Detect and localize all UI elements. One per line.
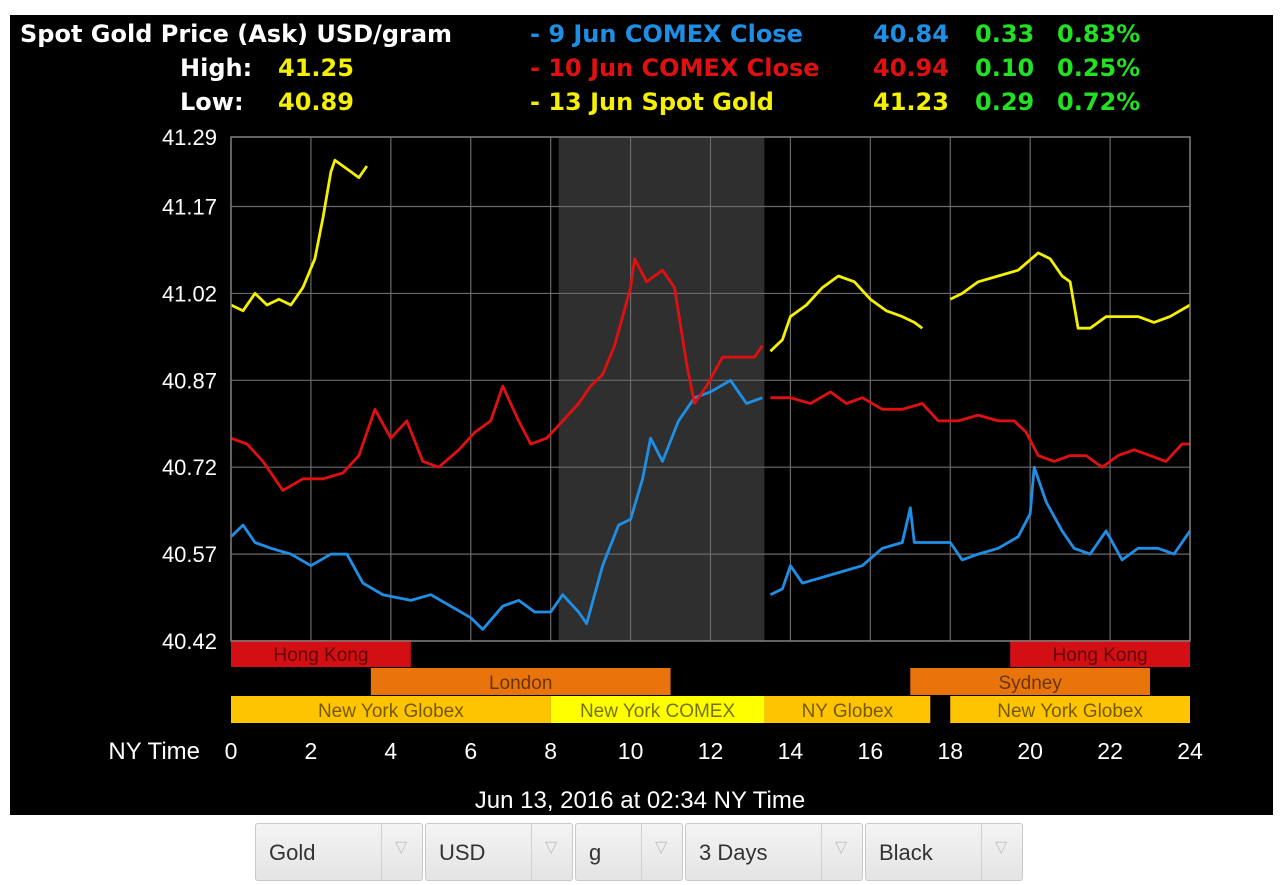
x-tick-label: 10 xyxy=(618,738,644,764)
low-label: Low: xyxy=(180,88,244,116)
chevron-down-icon: ▽ xyxy=(655,839,668,856)
x-tick-label: 24 xyxy=(1177,738,1203,764)
legend-comex-9jun-value: 40.84 xyxy=(873,20,949,48)
y-tick-label: 40.57 xyxy=(162,542,217,567)
chevron-down-icon: ▽ xyxy=(395,839,408,856)
legend-spot-13jun-change: 0.29 xyxy=(975,88,1035,116)
session-label: Hong Kong xyxy=(1053,645,1148,666)
session-bar xyxy=(764,696,931,723)
theme-select[interactable]: Black ▽ xyxy=(865,823,1023,881)
dropdown-toggle[interactable]: ▽ xyxy=(821,824,862,880)
x-tick-label: 8 xyxy=(544,738,557,764)
x-tick-label: 14 xyxy=(778,738,804,764)
legend-comex-10jun-value: 40.94 xyxy=(873,54,949,82)
chart-panel: Spot Gold Price (Ask) USD/gram High: 41.… xyxy=(10,15,1273,815)
x-tick-label: 12 xyxy=(698,738,724,764)
x-tick-label: 4 xyxy=(384,738,397,764)
session-bar xyxy=(950,696,1190,723)
metal-select[interactable]: Gold ▽ xyxy=(255,823,423,881)
comex-session-shade xyxy=(558,137,765,641)
session-bar xyxy=(231,640,411,667)
session-label: Hong Kong xyxy=(273,645,368,666)
dropdown-toggle[interactable]: ▽ xyxy=(641,824,682,880)
x-tick-label: 0 xyxy=(225,738,238,764)
high-value: 41.25 xyxy=(278,54,354,82)
series-line xyxy=(769,465,1192,596)
x-tick-label: 18 xyxy=(937,738,963,764)
theme-select-value: Black xyxy=(879,840,933,865)
session-bar xyxy=(550,696,765,723)
dropdown-toggle[interactable]: ▽ xyxy=(981,824,1022,880)
x-tick-label: 20 xyxy=(1017,738,1043,764)
legend-spot-13jun-pct: 0.72% xyxy=(1057,88,1141,116)
session-label: New York Globex xyxy=(318,701,464,722)
session-label: New York Globex xyxy=(997,701,1143,722)
legend-comex-9jun-label: - 9 Jun COMEX Close xyxy=(530,20,803,48)
session-bar xyxy=(910,668,1151,695)
series-line xyxy=(230,378,763,631)
series-line xyxy=(949,251,1191,330)
session-label: NY Globex xyxy=(802,701,894,722)
gold-price-chart: Hong Kong Hong Kong London Sydney New York G… xyxy=(108,125,1203,814)
session-label: Sydney xyxy=(998,673,1062,694)
low-value: 40.89 xyxy=(278,88,354,116)
session-label: New York COMEX xyxy=(580,701,736,722)
series-line xyxy=(230,158,369,313)
currency-select-value: USD xyxy=(439,840,486,865)
y-tick-label: 40.87 xyxy=(162,368,217,393)
legend-comex-9jun-change: 0.33 xyxy=(975,20,1035,48)
unit-select-value: g xyxy=(589,840,602,865)
y-tick-label: 40.42 xyxy=(162,629,217,654)
series-line xyxy=(770,390,1190,469)
chevron-down-icon: ▽ xyxy=(995,839,1008,856)
dropdown-toggle[interactable]: ▽ xyxy=(381,824,422,880)
series-line xyxy=(230,257,764,492)
x-axis-title: NY Time xyxy=(108,738,200,765)
session-label: London xyxy=(489,673,552,694)
y-tick-label: 41.02 xyxy=(162,281,217,306)
y-tick-label: 41.17 xyxy=(162,195,217,220)
metal-select-value: Gold xyxy=(269,840,316,865)
session-bar xyxy=(370,668,671,695)
x-tick-label: 22 xyxy=(1097,738,1123,764)
period-select-value: 3 Days xyxy=(699,840,768,865)
series-line xyxy=(769,274,924,353)
x-tick-label: 16 xyxy=(858,738,884,764)
dropdown-toggle[interactable]: ▽ xyxy=(531,824,572,880)
legend-spot-13jun-value: 41.23 xyxy=(873,88,949,116)
x-tick-label: 2 xyxy=(305,738,318,764)
chevron-down-icon: ▽ xyxy=(835,839,848,856)
y-tick-label: 40.72 xyxy=(162,455,217,480)
currency-select[interactable]: USD ▽ xyxy=(425,823,573,881)
session-bar xyxy=(231,696,551,723)
x-tick-label: 6 xyxy=(464,738,477,764)
legend-comex-9jun-pct: 0.83% xyxy=(1057,20,1141,48)
plot-frame xyxy=(230,136,1191,642)
chevron-down-icon: ▽ xyxy=(545,839,558,856)
timestamp: Jun 13, 2016 at 02:34 NY Time xyxy=(475,787,805,814)
session-bar xyxy=(1010,640,1190,667)
legend-spot-13jun-label: - 13 Jun Spot Gold xyxy=(530,88,774,116)
legend-comex-10jun-label: - 10 Jun COMEX Close xyxy=(530,54,820,82)
unit-select[interactable]: g ▽ xyxy=(575,823,683,881)
high-label: High: xyxy=(180,54,253,82)
y-tick-label: 41.29 xyxy=(162,125,217,150)
chart-title: Spot Gold Price (Ask) USD/gram xyxy=(20,20,453,48)
period-select[interactable]: 3 Days ▽ xyxy=(685,823,863,881)
legend-comex-10jun-pct: 0.25% xyxy=(1057,54,1141,82)
legend-comex-10jun-change: 0.10 xyxy=(975,54,1035,82)
